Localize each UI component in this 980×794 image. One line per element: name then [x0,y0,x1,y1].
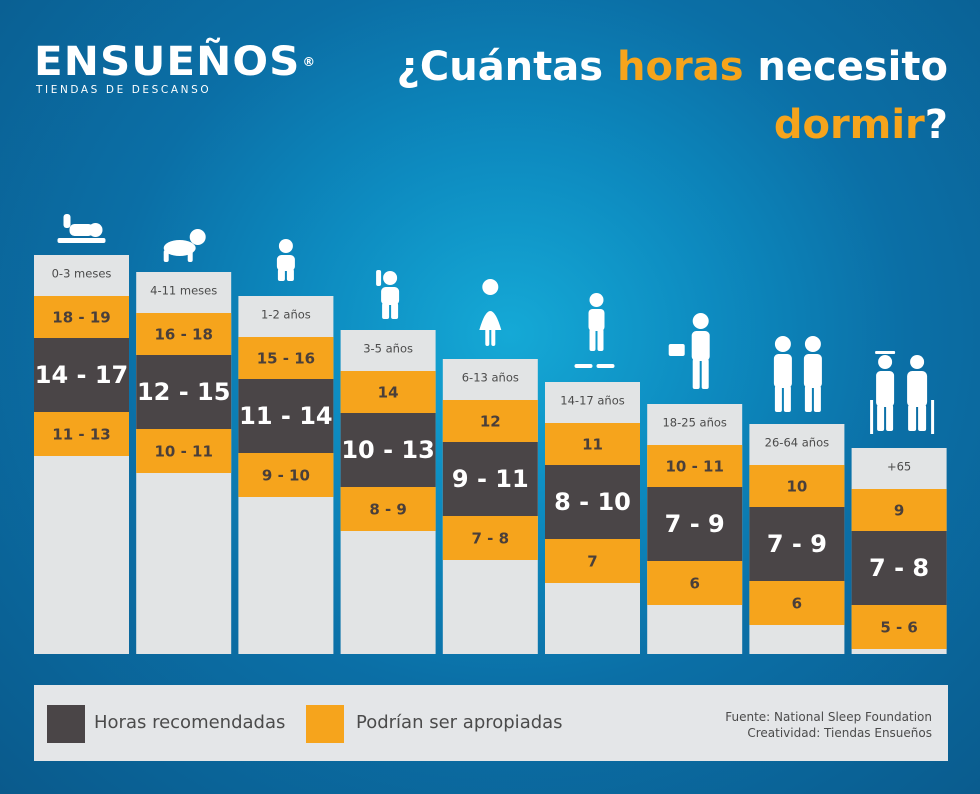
recommended-segment [238,379,334,453]
recommended-value: 11 - 14 [239,402,332,430]
title-part-3: necesito [743,44,948,90]
baby-icon [57,214,106,243]
recommended-segment [851,531,947,605]
elderly-couple-icon [870,351,935,434]
legend-label-appropriate: Podrían ser apropiadas [356,712,563,733]
child-icon [376,270,400,319]
recommended-segment [442,442,538,516]
age-label: 1-2 años [261,308,311,322]
brand-tagline: TIENDAS DE DESCANSO [36,84,212,96]
adult-couple-icon [773,336,822,412]
lower-appropriate-value: 6 [689,575,699,593]
age-label: 6-13 años [462,371,519,385]
upper-appropriate-value: 10 [786,478,807,496]
page-title: ¿Cuántas horas necesito dormir? [348,38,948,154]
legend-swatch-appropriate [306,705,344,743]
upper-appropriate-value: 14 [378,384,399,402]
lower-appropriate-value: 6 [792,595,802,613]
age-label: 0-3 meses [52,267,112,281]
lower-appropriate-value: 10 - 11 [154,443,212,461]
age-label: 14-17 años [560,394,624,408]
lower-appropriate-segment [238,453,334,497]
age-label: 3-5 años [363,342,413,356]
upper-appropriate-segment [749,465,845,507]
upper-appropriate-segment [545,423,640,465]
lower-appropriate-segment [34,412,129,456]
legend: Horas recomendadas Podrían ser apropiada… [34,685,948,761]
toddler-icon [276,239,295,281]
recommended-value: 7 - 8 [869,554,929,582]
upper-appropriate-segment [136,313,232,355]
recommended-segment [340,413,436,487]
recommended-value: 12 - 15 [137,378,230,406]
upper-appropriate-value: 9 [894,502,904,520]
recommended-segment [136,355,232,429]
lower-appropriate-value: 8 - 9 [369,501,407,519]
teen-skater-icon [574,293,615,368]
recommended-segment [749,507,845,581]
upper-appropriate-segment [647,445,743,487]
title-part-1: ¿Cuántas [396,44,618,90]
upper-appropriate-value: 10 - 11 [665,458,723,476]
upper-appropriate-value: 16 - 18 [154,326,212,344]
source-credits: Fuente: National Sleep Foundation Creati… [725,709,932,741]
upper-appropriate-segment [442,400,538,442]
age-label: 4-11 meses [150,284,217,298]
upper-appropriate-value: 18 - 19 [52,309,110,327]
title-highlight-dormir: dormir [773,102,925,148]
lower-appropriate-segment [340,487,436,531]
age-label: 18-25 años [662,416,726,430]
upper-appropriate-segment [851,489,947,531]
source-line-2: Creatividad: Tiendas Ensueños [747,726,932,740]
adult-briefcase-icon [668,313,710,389]
brand-logo: ENSUEÑOS ® TIENDAS DE DESCANSO [34,40,315,96]
lower-appropriate-segment [647,561,743,605]
recommended-value: 7 - 9 [767,530,827,558]
recommended-segment [647,487,743,561]
recommended-value: 10 - 13 [341,436,434,464]
lower-appropriate-segment [136,429,232,473]
crawling-baby-icon [163,229,206,262]
recommended-value: 14 - 17 [35,361,128,389]
girl-icon [479,279,502,346]
lower-appropriate-segment [442,516,538,560]
title-highlight-horas: horas [617,44,744,90]
lower-appropriate-value: 7 [587,553,597,571]
recommended-segment [545,465,640,539]
title-part-5: ? [924,102,948,148]
upper-appropriate-segment [238,337,334,379]
upper-appropriate-segment [340,371,436,413]
upper-appropriate-value: 11 [582,436,603,454]
lower-appropriate-value: 9 - 10 [262,467,310,485]
source-line-1: Fuente: National Sleep Foundation [725,710,932,724]
recommended-value: 8 - 10 [554,488,631,516]
lower-appropriate-segment [545,539,640,583]
lower-appropriate-value: 7 - 8 [472,530,510,548]
registered-mark: ® [302,55,317,69]
recommended-value: 9 - 11 [452,465,529,493]
brand-name: ENSUEÑOS ® [34,39,317,85]
lower-appropriate-segment [851,605,947,649]
age-label: 26-64 años [765,436,829,450]
recommended-value: 7 - 9 [665,510,725,538]
age-label: +65 [887,460,911,474]
lower-appropriate-segment [749,581,845,625]
upper-appropriate-value: 12 [480,413,501,431]
legend-label-recommended: Horas recomendadas [94,712,286,733]
lower-appropriate-value: 11 - 13 [52,426,110,444]
recommended-segment [34,338,129,412]
upper-appropriate-segment [34,296,129,338]
legend-swatch-recommended [47,705,85,743]
lower-appropriate-value: 5 - 6 [880,619,918,637]
upper-appropriate-value: 15 - 16 [257,350,315,368]
